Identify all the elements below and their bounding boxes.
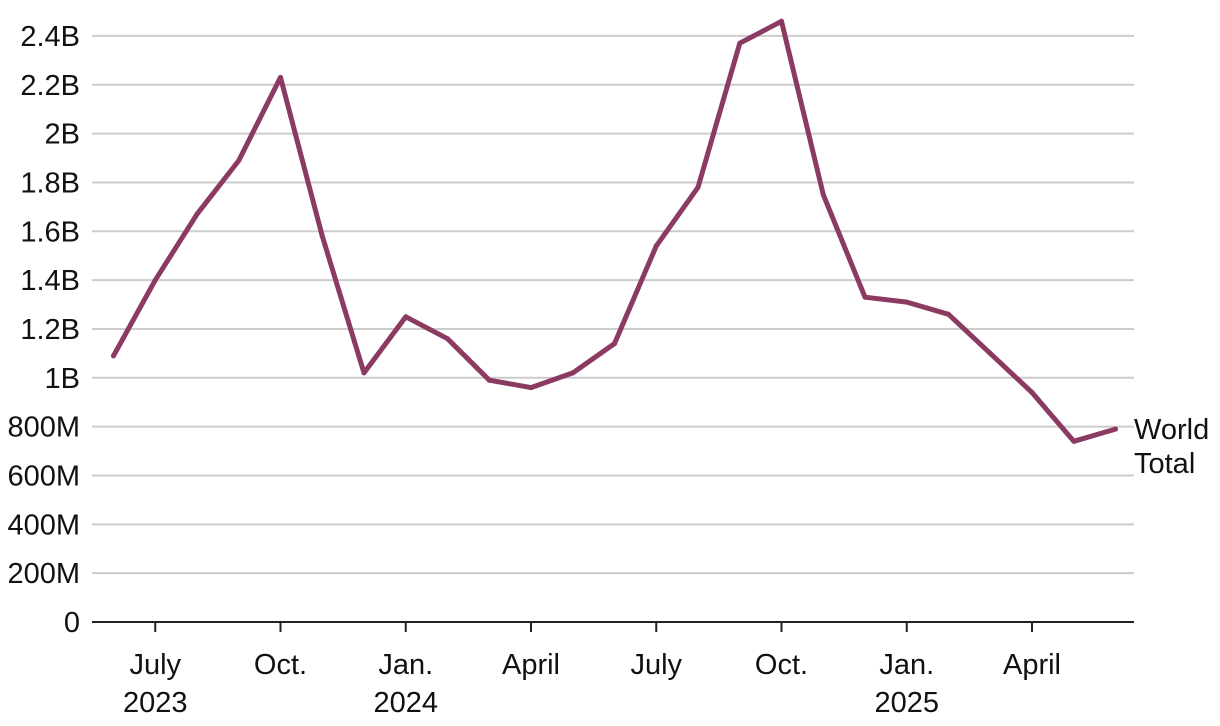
x-tick-label: July (630, 649, 682, 681)
x-axis (92, 621, 1134, 632)
x-tick-year-label: 2023 (123, 687, 188, 719)
data-point (1029, 389, 1035, 395)
data-point (152, 277, 158, 283)
data-point (737, 40, 743, 46)
data-point (904, 299, 910, 305)
x-tick-year-label: 2024 (373, 687, 438, 719)
x-axis-tick-labels: July 2023 Oct. Jan. 2024 April July Oct. Jan. 202… (123, 649, 1061, 719)
series-label-line: World (1134, 414, 1209, 446)
x-tick-label: Oct. (254, 649, 307, 681)
x-tick-label: April (1003, 649, 1061, 681)
data-point (946, 311, 951, 317)
data-point (570, 370, 576, 376)
data-point (862, 294, 868, 300)
y-tick-label: 1.4B (20, 265, 80, 297)
series-layer (111, 18, 1118, 444)
x-tick-label: Jan. (378, 649, 433, 681)
x-tick-year-label: 2025 (874, 687, 939, 719)
y-tick-label: 1.6B (20, 216, 80, 248)
series-label-line: Total (1134, 448, 1195, 480)
y-tick-label: 1B (45, 363, 80, 395)
y-tick-label: 0 (64, 607, 80, 639)
y-tick-label: 2.2B (20, 70, 80, 102)
x-tick-label: April (502, 649, 560, 681)
y-tick-label: 200M (7, 558, 80, 590)
data-point (779, 18, 784, 24)
data-point (1113, 426, 1118, 432)
y-tick-label: 400M (7, 509, 80, 541)
data-point (403, 314, 409, 320)
data-point (653, 243, 659, 249)
data-point (319, 233, 325, 239)
data-point (820, 192, 826, 198)
data-point (486, 377, 492, 383)
x-tick-label: Oct. (755, 649, 808, 681)
y-tick-label: 600M (7, 460, 80, 492)
data-point (361, 370, 367, 376)
data-point (1071, 438, 1077, 444)
gridlines (92, 34, 1134, 575)
data-point (987, 350, 993, 356)
y-tick-label: 1.8B (20, 167, 80, 199)
x-tick-label: Jan. (879, 649, 934, 681)
y-tick-label: 1.2B (20, 314, 80, 346)
y-axis-tick-labels: 0 200M 400M 600M 800M 1B 1.2B 1.4B 1.6B 1.8B 2B 2.2… (7, 21, 80, 639)
data-point (111, 353, 116, 359)
y-tick-label: 2B (45, 119, 80, 151)
data-point (236, 157, 242, 163)
x-tick-label: July (129, 649, 181, 681)
data-point (445, 336, 450, 342)
y-tick-label: 800M (7, 412, 80, 444)
data-point (278, 74, 283, 80)
data-point (194, 211, 200, 217)
data-point (528, 385, 534, 391)
y-tick-label: 2.4B (20, 21, 80, 53)
data-point (612, 341, 617, 347)
data-point (695, 184, 701, 190)
